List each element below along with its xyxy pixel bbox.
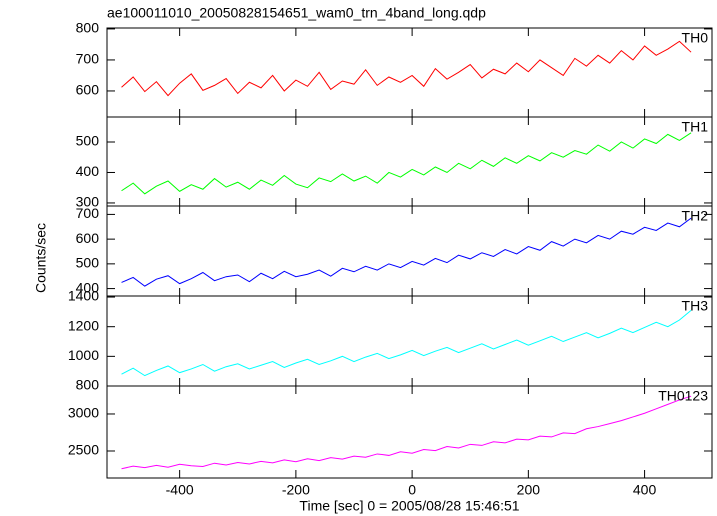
y-tick-label: 800: [76, 377, 100, 393]
series-label: TH1: [682, 119, 709, 135]
y-tick-label: 400: [76, 163, 100, 179]
y-tick-label: 300: [76, 194, 100, 210]
y-tick-label: 700: [76, 205, 100, 221]
series-label: TH0123: [658, 388, 708, 404]
data-line: [121, 132, 692, 195]
data-line: [121, 217, 692, 287]
series-label: TH0: [682, 30, 709, 46]
series-label: TH2: [682, 208, 709, 224]
y-tick-label: 500: [76, 133, 100, 149]
y-tick-label: 600: [76, 230, 100, 246]
x-tick-label: 400: [633, 482, 657, 498]
y-tick-label: 800: [76, 20, 100, 36]
y-tick-label: 3000: [68, 405, 99, 421]
y-tick-label: 600: [76, 82, 100, 98]
panel-frame: [106, 205, 713, 297]
y-axis-label: Counts/sec: [33, 223, 49, 293]
data-line: [121, 309, 692, 377]
x-tick-label: 0: [408, 482, 416, 498]
panel-frame: [106, 27, 713, 118]
y-tick-label: 1400: [68, 288, 99, 304]
y-tick-label: 500: [76, 255, 100, 271]
x-tick-label: 200: [517, 482, 541, 498]
panel-frame: [106, 116, 713, 207]
y-tick-label: 2500: [68, 442, 99, 458]
x-axis-label: Time [sec] 0 = 2005/08/28 15:46:51: [299, 498, 519, 514]
y-tick-label: 400: [76, 279, 100, 295]
x-tick-label: -200: [282, 482, 310, 498]
data-line: [121, 40, 692, 97]
y-tick-label: 700: [76, 51, 100, 67]
series-label: TH3: [682, 298, 709, 314]
x-tick-label: -400: [166, 482, 194, 498]
panel-frame: [106, 385, 713, 479]
y-tick-label: 1200: [68, 317, 99, 333]
panel-frame: [106, 295, 713, 387]
y-tick-label: 1000: [68, 347, 99, 363]
chart-title: ae100011010_20050828154651_wam0_trn_4ban…: [107, 5, 486, 21]
data-line: [121, 395, 692, 470]
